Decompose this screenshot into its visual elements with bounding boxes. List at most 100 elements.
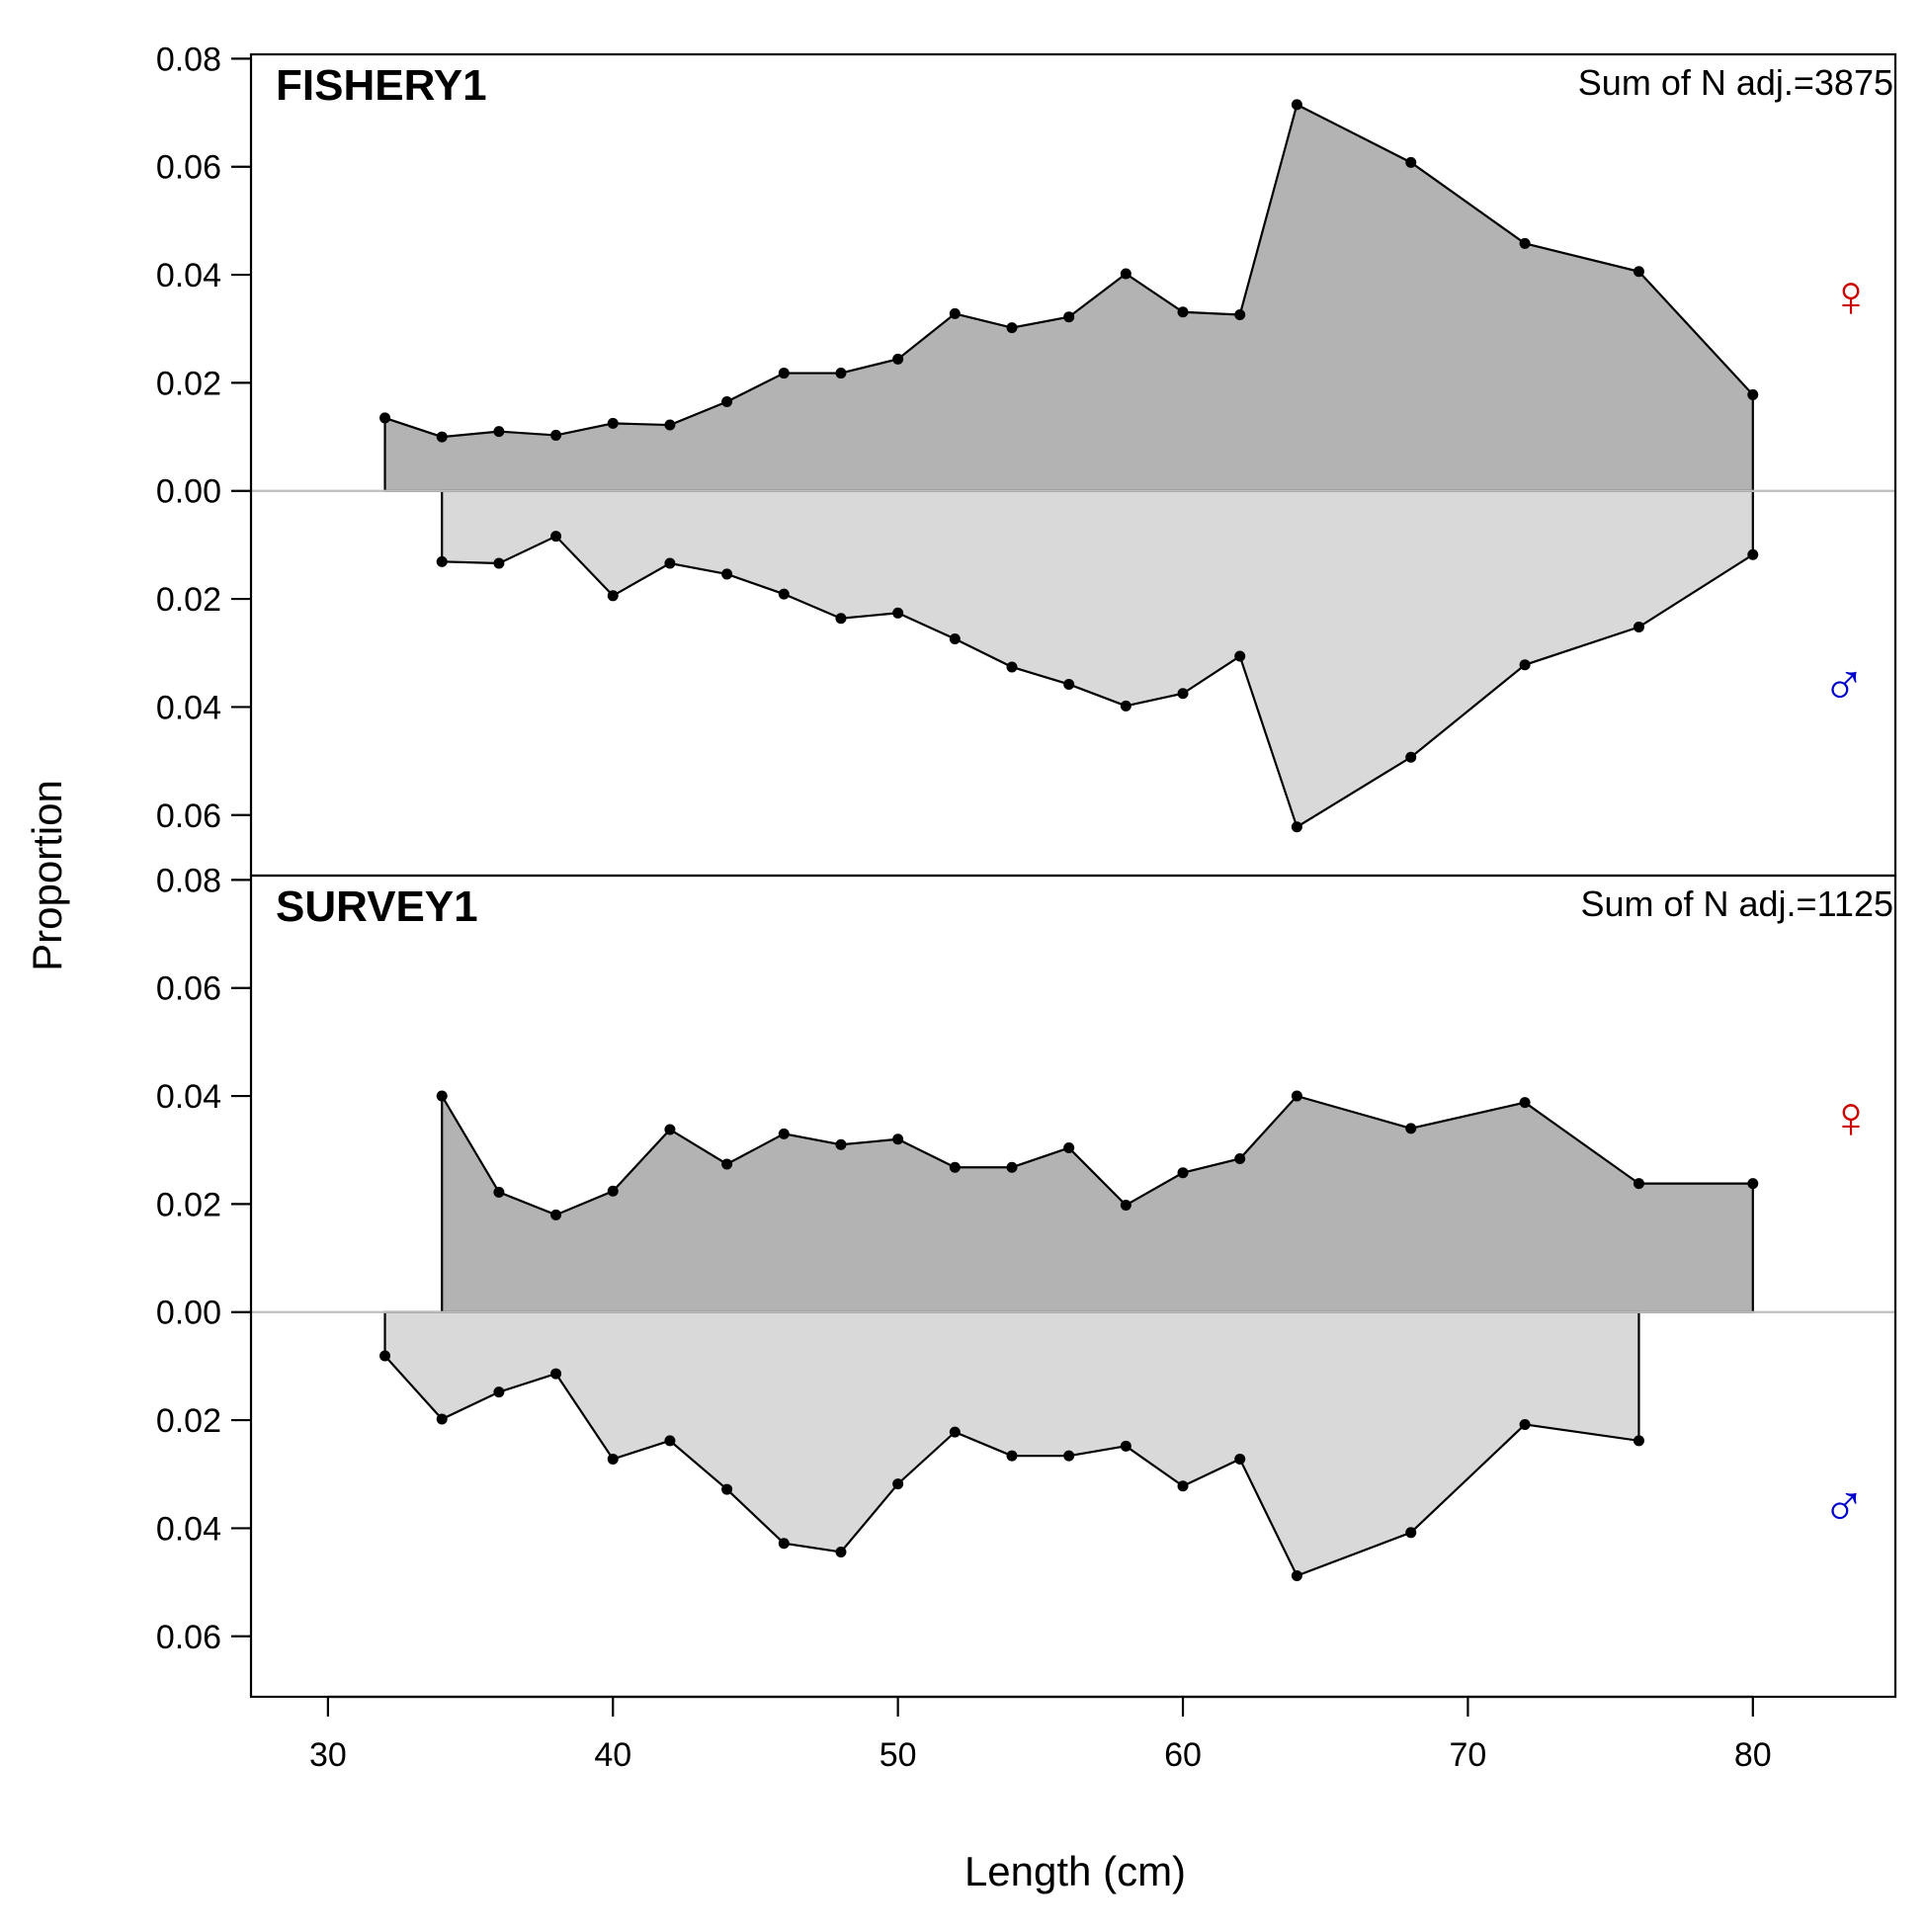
male-point (550, 1368, 562, 1380)
female-point (892, 1134, 904, 1145)
female-point (436, 1090, 448, 1102)
male-point (379, 1350, 391, 1362)
y-tick-label: 0.02 (156, 581, 221, 619)
female-point (1633, 1178, 1644, 1190)
male-point (493, 557, 505, 569)
panel-survey1: 0.08 0.06 0.04 0.02 0.00 0.02 0.04 0.06 SURVEY1 S… (156, 862, 1897, 1699)
male-point (1120, 700, 1131, 712)
male-area (441, 489, 1754, 829)
male-area (383, 1310, 1640, 1577)
y-tick-label: 0.04 (156, 1078, 221, 1116)
female-point (1234, 1152, 1246, 1164)
female-point (493, 1186, 505, 1198)
y-tick-label: 0.04 (156, 1510, 221, 1548)
y-tick-label: 0.00 (156, 473, 221, 511)
male-point (1747, 548, 1759, 560)
y-tick-label: 0.06 (156, 798, 221, 835)
male-point (892, 607, 904, 619)
female-point (607, 1185, 619, 1197)
male-symbol: ♂ (1822, 1473, 1867, 1540)
x-tick-label: 80 (1734, 1736, 1772, 1774)
male-point (1633, 1435, 1644, 1447)
male-point (721, 1483, 733, 1495)
female-point (664, 419, 676, 431)
male-point (1006, 661, 1018, 673)
female-point (1291, 99, 1302, 111)
female-point (778, 368, 790, 379)
female-point (1120, 268, 1131, 280)
female-point (607, 417, 619, 429)
y-axis: 0.08 0.06 0.04 0.02 0.00 0.02 0.04 0.06 (156, 862, 251, 1656)
y-tick-label: 0.04 (156, 257, 221, 294)
male-point (436, 555, 448, 567)
male-point (1633, 622, 1644, 633)
female-symbol: ♀ (1829, 263, 1874, 329)
female-point (1006, 322, 1018, 334)
female-point (1120, 1199, 1131, 1211)
male-point (1291, 821, 1302, 833)
male-point (1405, 1527, 1417, 1539)
female-point (1519, 237, 1531, 249)
y-tick-label: 0.02 (156, 1186, 221, 1223)
male-point (1177, 688, 1189, 700)
male-point (664, 1435, 676, 1447)
male-point (949, 633, 961, 645)
x-axis-title: Length (cm) (964, 1848, 1186, 1894)
female-point (1063, 1142, 1075, 1154)
female-point (1405, 1123, 1417, 1134)
male-symbol: ♂ (1822, 652, 1867, 718)
male-point (721, 568, 733, 580)
male-point (550, 531, 562, 543)
male-point (1063, 678, 1075, 690)
male-point (1177, 1480, 1189, 1492)
female-area (383, 103, 1754, 492)
female-point (949, 1161, 961, 1173)
female-point (835, 368, 847, 379)
male-point (493, 1386, 505, 1398)
male-point (778, 588, 790, 600)
female-point (892, 353, 904, 365)
y-tick-label: 0.08 (156, 41, 221, 78)
female-point (1405, 156, 1417, 168)
male-point (1234, 1453, 1246, 1465)
male-point (778, 1538, 790, 1550)
x-tick-label: 50 (880, 1736, 917, 1774)
sum-label: Sum of N adj.=3875 (1578, 62, 1893, 103)
y-tick-label: 0.04 (156, 689, 221, 726)
sum-label: Sum of N adj.=1125 (1580, 883, 1893, 924)
female-point (1234, 309, 1246, 321)
female-point (664, 1124, 676, 1135)
male-point (1291, 1570, 1302, 1582)
female-point (1177, 1167, 1189, 1179)
y-tick-label: 0.02 (156, 1402, 221, 1440)
y-tick-label: 0.02 (156, 365, 221, 402)
y-axis-title: Proportion (24, 780, 70, 971)
panels: 0.08 0.06 0.04 0.02 0.00 0.02 0.04 0.06 FISHERY1… (156, 41, 1897, 1699)
y-axis: 0.08 0.06 0.04 0.02 0.00 0.02 0.04 0.06 (156, 41, 251, 835)
x-tick-label: 40 (594, 1736, 631, 1774)
y-tick-label: 0.00 (156, 1295, 221, 1332)
panel-title: FISHERY1 (276, 61, 487, 110)
female-point (949, 307, 961, 319)
female-point (1519, 1097, 1531, 1109)
female-point (1747, 1178, 1759, 1190)
female-point (1006, 1161, 1018, 1173)
female-point (1633, 266, 1644, 278)
male-point (607, 1453, 619, 1465)
male-point (1519, 1418, 1531, 1430)
male-point (607, 590, 619, 602)
male-point (1063, 1450, 1075, 1462)
y-tick-label: 0.06 (156, 1619, 221, 1656)
x-axis: 30 40 50 60 70 80 (309, 1695, 1772, 1774)
male-point (1519, 659, 1531, 671)
male-point (1405, 751, 1417, 763)
female-symbol: ♀ (1829, 1084, 1874, 1150)
female-area (441, 1092, 1754, 1313)
panel-title: SURVEY1 (276, 882, 478, 931)
male-point (1234, 650, 1246, 662)
female-point (550, 429, 562, 441)
male-point (1120, 1440, 1131, 1452)
female-point (835, 1138, 847, 1150)
